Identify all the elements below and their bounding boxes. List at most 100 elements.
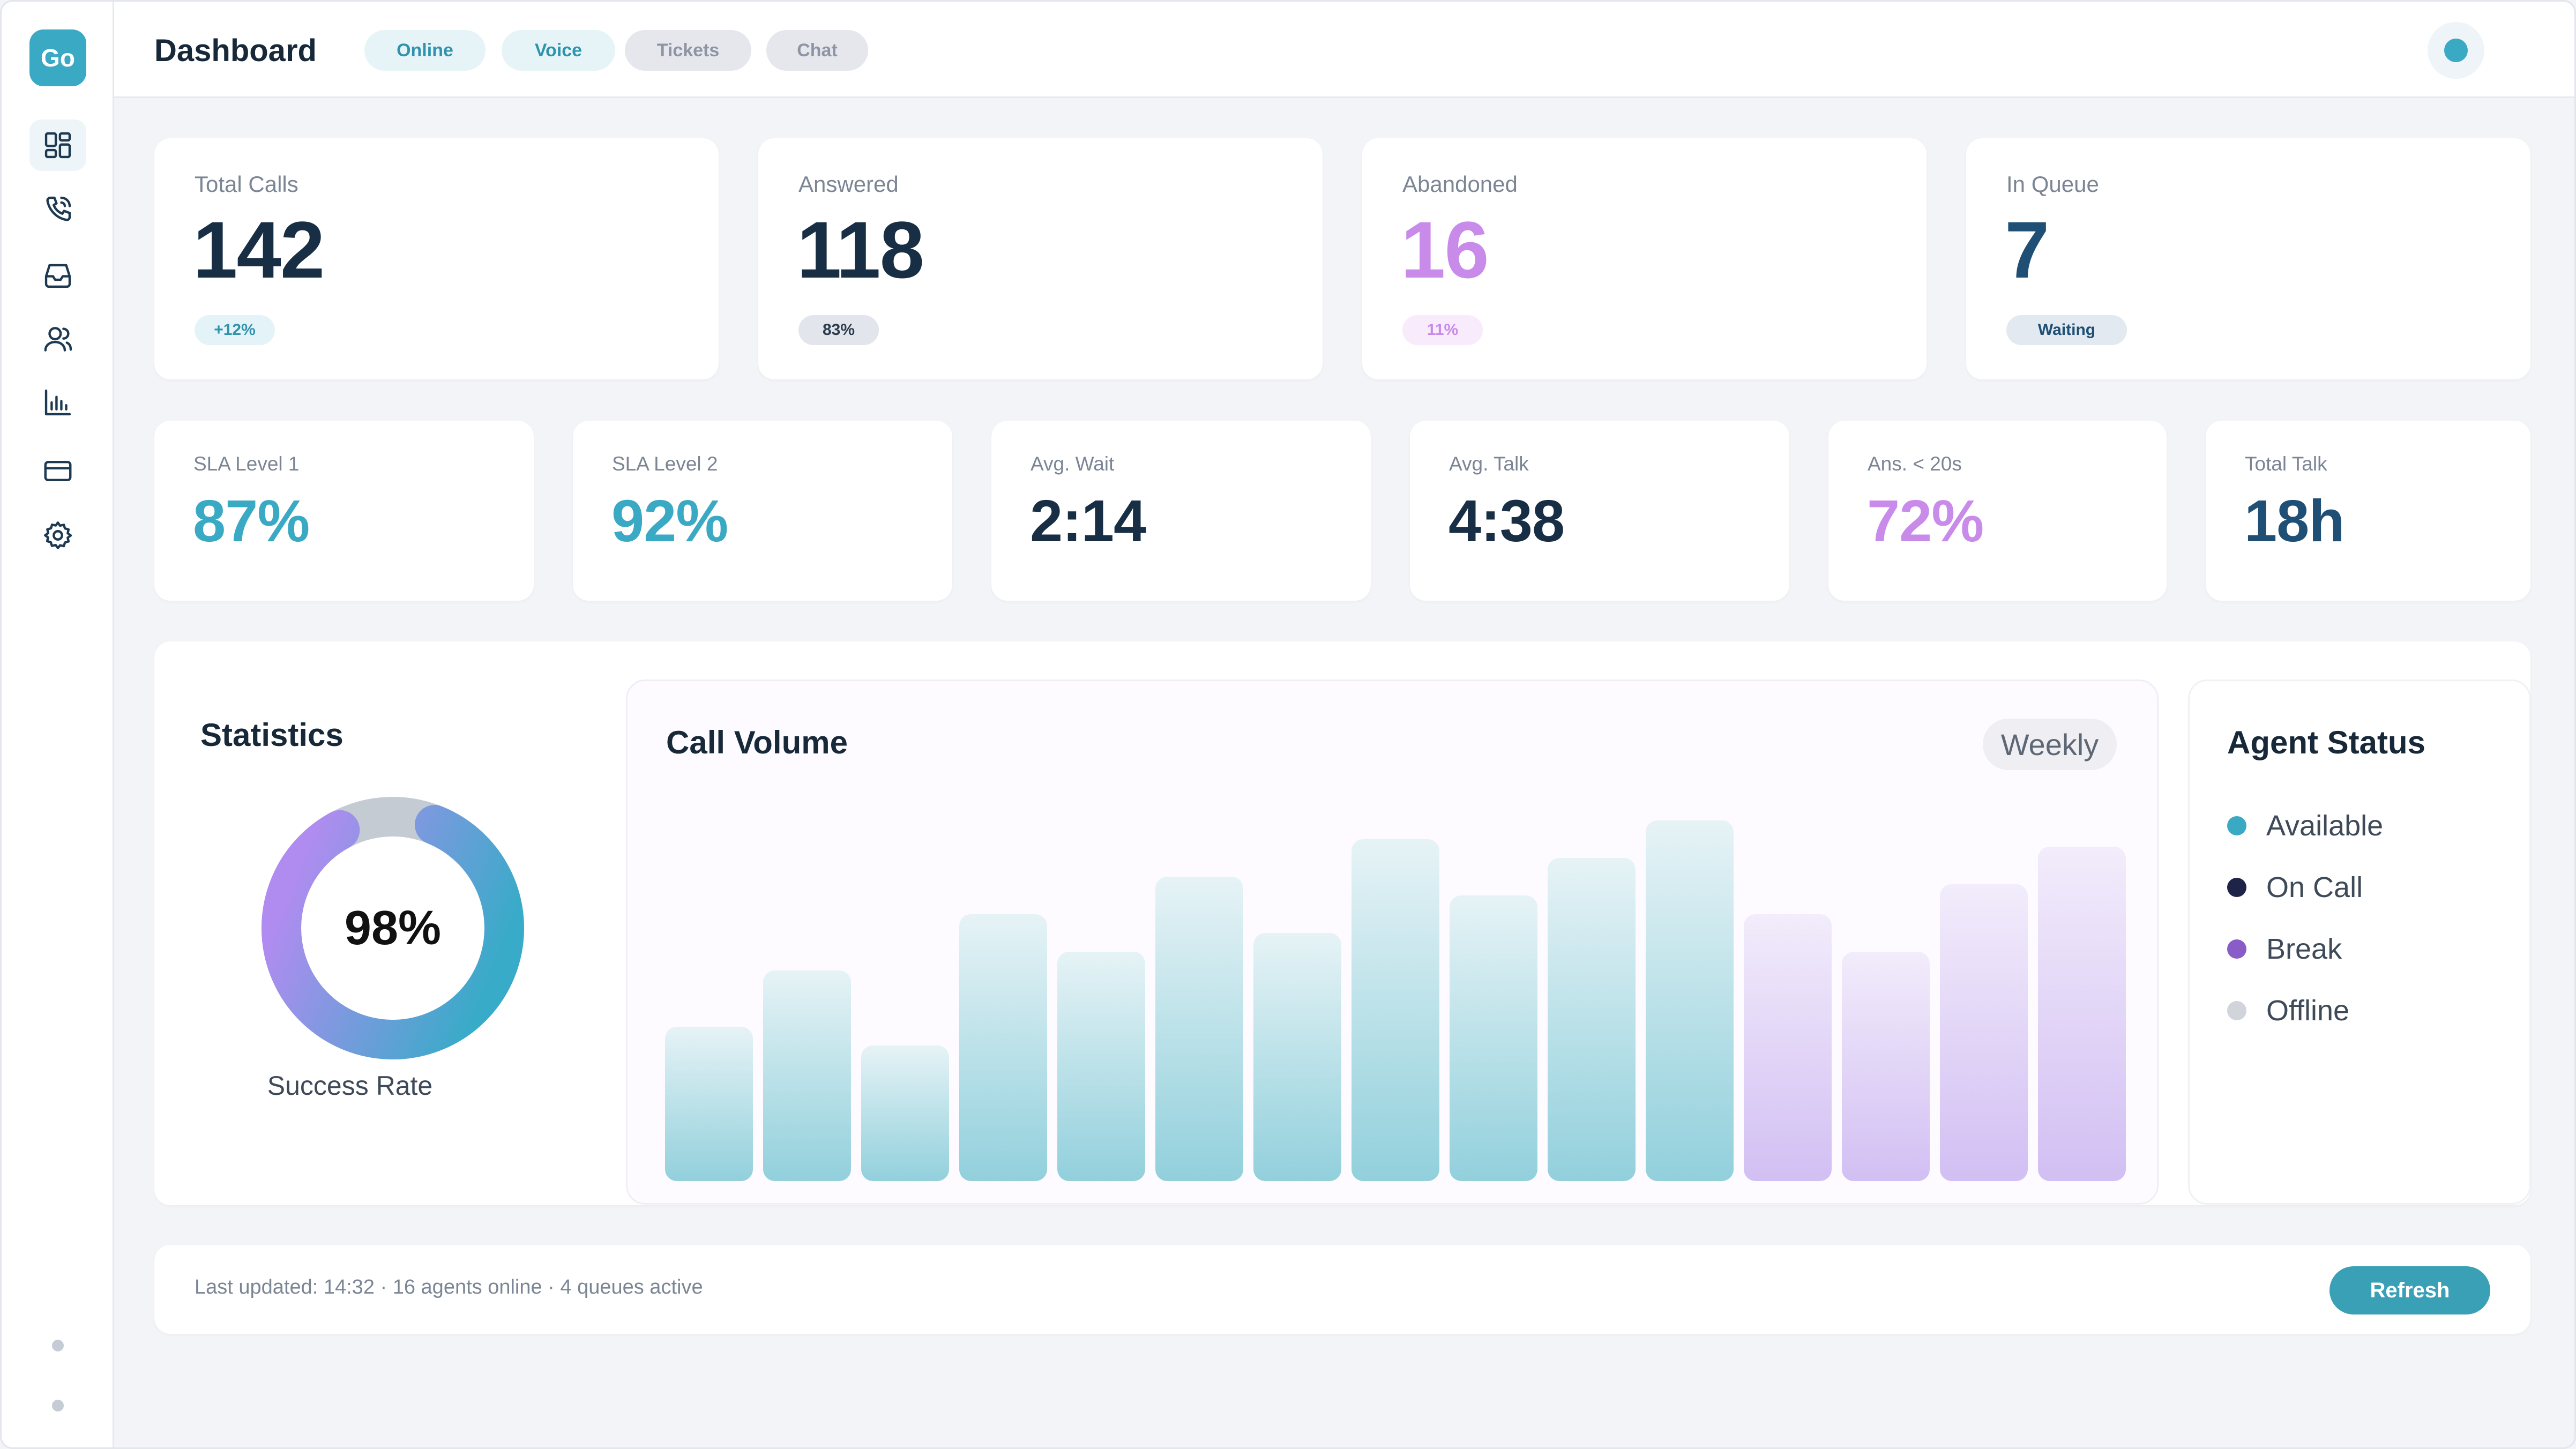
sidebar-dot[interactable] [52, 1400, 64, 1411]
stat-card-answered-under-20s: Ans. < 20s 72% [1828, 421, 2167, 601]
bar-6 [1155, 877, 1243, 1181]
sidebar-item-reports[interactable] [29, 377, 86, 428]
kpi-label: Abandoned [1402, 171, 1518, 197]
credit-card-icon [44, 461, 72, 481]
stat-card-sla-2: SLA Level 2 92% [573, 421, 952, 601]
tab-online[interactable]: Online [364, 30, 486, 71]
bar-3 [861, 1045, 949, 1181]
bar-2 [763, 970, 851, 1181]
kpi-value: 16 [1401, 205, 1489, 295]
sidebar: Go [2, 2, 114, 1447]
bar-chart-icon [44, 389, 71, 416]
kpi-label: In Queue [2006, 171, 2099, 197]
stat-value: 87% [193, 488, 310, 554]
success-rate-donut: 98% [262, 797, 524, 1059]
last-updated-text: Last updated: 14:32 · 16 agents online ·… [195, 1276, 703, 1298]
status-dot [2227, 816, 2246, 835]
call-volume-chart [665, 820, 2126, 1181]
tab-tickets[interactable]: Tickets [625, 30, 751, 71]
tab-voice[interactable]: Voice [502, 30, 615, 71]
users-icon [44, 327, 72, 352]
agent-status-on-call: On Call [2227, 869, 2363, 906]
stat-card-sla-1: SLA Level 1 87% [154, 421, 534, 601]
stat-value: 18h [2244, 488, 2345, 554]
stat-label: SLA Level 2 [612, 453, 718, 475]
call-volume-title: Call Volume [666, 724, 848, 760]
bar-13 [1842, 952, 1930, 1181]
kpi-value: 7 [2005, 205, 2049, 295]
bar-9 [1450, 895, 1537, 1181]
bar-7 [1253, 933, 1341, 1181]
bar-11 [1646, 820, 1734, 1181]
sidebar-item-calls[interactable] [29, 184, 86, 235]
kpi-card-answered: Answered 118 83% [758, 138, 1323, 379]
bar-15 [2038, 847, 2126, 1181]
status-label: Offline [2266, 995, 2350, 1027]
status-dot [2227, 878, 2246, 897]
bar-8 [1352, 839, 1439, 1181]
page-title: Dashboard [154, 33, 317, 68]
bar-1 [665, 1027, 753, 1181]
stat-value: 92% [611, 488, 728, 554]
bar-12 [1744, 914, 1832, 1181]
agent-status-offline: Offline [2227, 992, 2349, 1029]
kpi-card-abandoned: Abandoned 16 11% [1362, 138, 1927, 379]
sidebar-item-dashboard[interactable] [29, 119, 86, 171]
sidebar-item-inbox[interactable] [29, 249, 86, 301]
kpi-badge: +12% [195, 315, 275, 345]
donut-arc [262, 797, 524, 1059]
donut-value: 98% [344, 901, 442, 955]
donut-caption: Success Rate [267, 1071, 433, 1101]
sidebar-item-billing[interactable] [29, 445, 86, 497]
period-selector[interactable]: Weekly [1983, 719, 2117, 770]
bar-14 [1940, 884, 2028, 1181]
stat-label: Ans. < 20s [1868, 453, 1962, 475]
donut-chart [262, 797, 524, 1059]
bar-4 [959, 914, 1047, 1181]
kpi-value: 142 [193, 205, 325, 295]
kpi-card-total-calls: Total Calls 142 +12% [154, 138, 719, 379]
inbox-icon [44, 264, 71, 288]
dashboard-icon [44, 132, 71, 159]
stat-value: 72% [1867, 488, 1984, 554]
kpi-badge: Waiting [2006, 315, 2127, 345]
stat-label: SLA Level 1 [193, 453, 300, 475]
status-label: Available [2266, 810, 2384, 842]
top-bar: Dashboard Online Voice Tickets Chat [114, 2, 2574, 98]
kpi-label: Total Calls [195, 171, 298, 197]
stat-value: 4:38 [1448, 488, 1565, 554]
stat-label: Avg. Talk [1449, 453, 1529, 475]
stat-label: Total Talk [2245, 453, 2327, 475]
sidebar-dot[interactable] [52, 1340, 64, 1351]
statistics-title: Statistics [200, 717, 344, 753]
tab-chat[interactable]: Chat [766, 30, 868, 71]
status-indicator[interactable] [2428, 22, 2484, 79]
stat-label: Avg. Wait [1031, 453, 1115, 475]
kpi-value: 118 [797, 205, 924, 295]
phone-icon [46, 196, 71, 221]
stat-card-avg-wait: Avg. Wait 2:14 [991, 421, 1371, 601]
stat-value: 2:14 [1030, 488, 1146, 554]
stat-card-total-talk: Total Talk 18h [2206, 421, 2530, 601]
agent-status-break: Break [2227, 930, 2342, 968]
kpi-badge: 83% [798, 315, 879, 345]
kpi-card-in-queue: In Queue 7 Waiting [1966, 138, 2530, 379]
bar-10 [1548, 858, 1636, 1181]
status-label: On Call [2266, 871, 2363, 903]
agent-status-title: Agent Status [2227, 724, 2426, 760]
kpi-label: Answered [798, 171, 899, 197]
gear-icon [44, 521, 72, 549]
agent-status-panel: Agent Status Available On Call Break Off… [2188, 679, 2531, 1205]
bar-5 [1057, 952, 1145, 1181]
status-footer: Last updated: 14:32 · 16 agents online ·… [154, 1245, 2530, 1334]
status-dot [2227, 1001, 2246, 1020]
agent-status-available: Available [2227, 807, 2383, 845]
online-dot [2444, 39, 2468, 62]
refresh-button[interactable]: Refresh [2329, 1266, 2490, 1314]
status-dot [2227, 939, 2246, 959]
app-logo[interactable]: Go [29, 29, 86, 86]
call-volume-panel: Call Volume Weekly [626, 679, 2159, 1205]
sidebar-item-users[interactable] [29, 313, 86, 365]
sidebar-item-settings[interactable] [29, 510, 86, 561]
